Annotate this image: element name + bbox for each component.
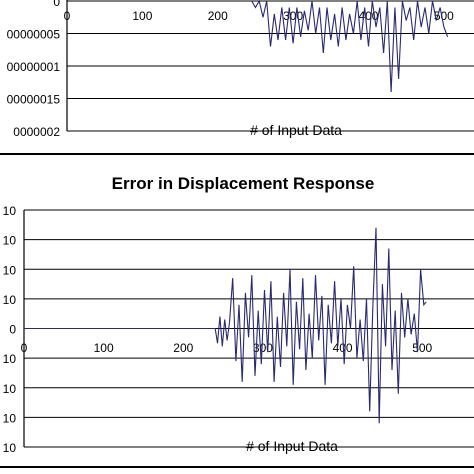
bottom-series-line bbox=[24, 227, 427, 424]
bot-x-tick-label: 0 bbox=[21, 341, 28, 355]
bot-y-tick-label: 10 bbox=[3, 204, 17, 218]
top-x-tick-label: 0 bbox=[64, 9, 71, 23]
top-x-tick-label: 300 bbox=[283, 9, 303, 23]
bottom-y-tick-labels: 10 10 10 10 0 10 10 10 10 bbox=[3, 204, 17, 455]
panel-divider-top bbox=[0, 153, 474, 155]
panel-divider-bottom bbox=[0, 466, 474, 468]
bot-x-tick-label: 100 bbox=[94, 341, 114, 355]
bot-y-tick-label: 10 bbox=[3, 234, 17, 248]
top-x-tick-label: 100 bbox=[132, 9, 152, 23]
top-series-line bbox=[251, 0, 449, 93]
top-x-tick-label: 400 bbox=[358, 9, 378, 23]
top-gridlines bbox=[67, 0, 474, 132]
bot-y-tick-label: 10 bbox=[3, 382, 17, 396]
top-y-tick-label: 00000001 bbox=[7, 60, 61, 74]
top-x-tick-label: 200 bbox=[208, 9, 228, 23]
bot-y-tick-label: 10 bbox=[3, 352, 17, 366]
bottom-chart-title: Error in Displacement Response bbox=[112, 174, 375, 193]
bot-y-tick-label: 10 bbox=[3, 441, 17, 455]
top-x-axis-label: # of Input Data bbox=[250, 122, 342, 138]
top-x-tick-label: 500 bbox=[434, 9, 454, 23]
bot-y-tick-label: 0 bbox=[9, 323, 16, 337]
bot-y-tick-label: 10 bbox=[3, 411, 17, 425]
bot-y-tick-label: 10 bbox=[3, 263, 17, 277]
top-y-tick-label: 00000015 bbox=[7, 93, 61, 107]
bot-x-tick-label: 500 bbox=[412, 341, 432, 355]
top-y-tick-labels: 0 00000005 00000001 00000015 0000002 bbox=[7, 0, 61, 139]
top-y-tick-label: 00000005 bbox=[7, 28, 61, 42]
bot-x-tick-label: 200 bbox=[173, 341, 193, 355]
top-y-tick-label: 0 bbox=[53, 0, 60, 9]
bottom-x-tick-labels: 0 100 200 300 400 500 bbox=[21, 341, 433, 355]
top-y-tick-label: 0000002 bbox=[13, 125, 60, 139]
bottom-x-axis-label: # of Input Data bbox=[246, 438, 338, 454]
bot-y-tick-label: 10 bbox=[3, 293, 17, 307]
bottom-chart: Error in Displacement Response 101010100… bbox=[3, 174, 474, 455]
